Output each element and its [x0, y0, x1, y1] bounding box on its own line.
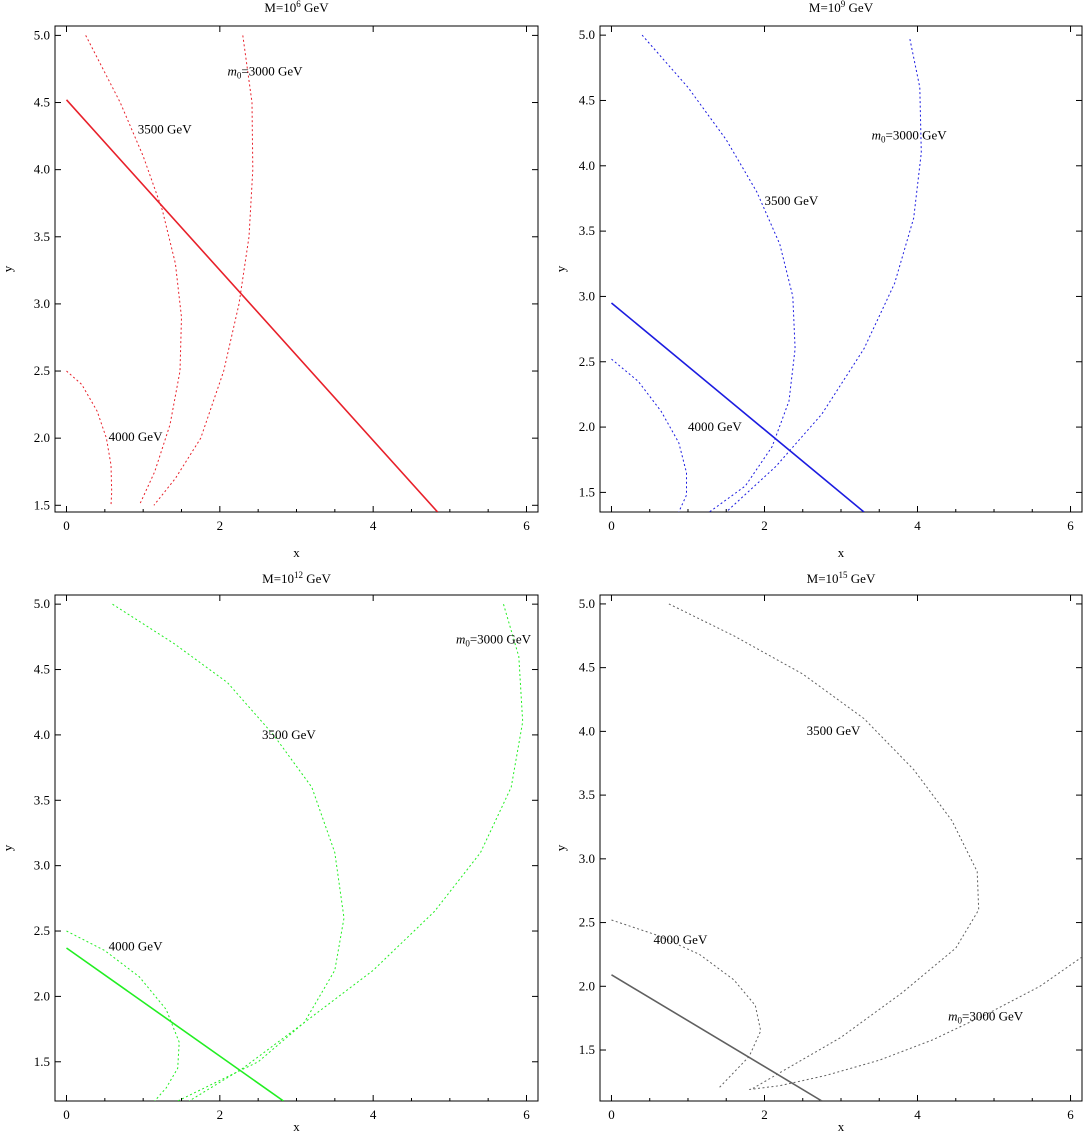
chart-1-xtick-label: 6 [523, 518, 530, 533]
chart-3-contour-2 [112, 603, 345, 1101]
chart-2: M=109 GeV 0 2 4 6 1.5 2.0 2.5 3.0 3.5 4.0 4.5 5.0 x y 4… [553, 0, 1083, 560]
chart-2-plot-frame [599, 25, 1083, 513]
chart-2-ytick-label: 4.0 [579, 158, 595, 173]
chart-4-ytick-label: 1.5 [579, 1042, 595, 1057]
chart-2-ytick-label: 3.5 [579, 223, 595, 238]
chart-4-ytick-label: 4.5 [579, 660, 595, 675]
chart-2-contour-3 [725, 38, 922, 512]
chart-1-contour-3 [153, 35, 254, 506]
chart-3-ytick-label: 4.5 [34, 662, 50, 677]
chart-3-xtick-label: 4 [370, 1107, 377, 1122]
chart-4-xtick-label: 6 [1067, 1107, 1074, 1122]
chart-3-xtick-label: 2 [217, 1107, 224, 1122]
chart-3-contour-label-1: 4000 GeV [109, 939, 163, 954]
chart-4-ytick-label: 3.5 [579, 787, 595, 802]
chart-4-contour-label-1: 4000 GeV [654, 932, 708, 947]
chart-4-contour-label-3: m0=3000 GeV [948, 1009, 1024, 1026]
chart-3-ytick-label: 4.0 [34, 727, 50, 742]
chart-3-ytick-label: 2.0 [34, 988, 50, 1003]
chart-1-contour-label-2: 3500 GeV [138, 121, 192, 136]
chart-4-xlabel: x [838, 1119, 845, 1134]
chart-2-contour-label-3: m0=3000 GeV [872, 128, 948, 145]
chart-4-xtick-label: 0 [608, 1107, 615, 1122]
chart-3-ytick-label: 2.5 [34, 923, 50, 938]
chart-2-contour-2 [641, 34, 796, 512]
chart-1-ytick-label: 4.0 [34, 162, 50, 177]
chart-4-ytick-label: 4.0 [579, 723, 595, 738]
chart-3-contour-3 [188, 604, 524, 1101]
chart-3-ytick-label: 3.0 [34, 858, 50, 873]
chart-2-contour-1 [611, 358, 687, 512]
chart-1-ytick-label: 3.5 [34, 229, 50, 244]
chart-4-ytick-label: 2.5 [579, 915, 595, 930]
chart-2-ylabel: y [553, 265, 568, 272]
chart-3-ytick-label: 3.5 [34, 792, 50, 807]
chart-1-ytick-label: 4.5 [34, 95, 50, 110]
chart-1-contour-2 [85, 35, 183, 506]
chart-1-ylabel: y [0, 265, 15, 272]
chart-2-ytick-label: 2.0 [579, 419, 595, 434]
chart-3-contour-1 [66, 930, 180, 1101]
chart-2-xtick-label: 4 [914, 518, 921, 533]
chart-2-ytick-label: 3.0 [579, 288, 595, 303]
chart-2-ytick-label: 5.0 [579, 27, 595, 42]
chart-3-xlabel: x [293, 1119, 300, 1134]
chart-3-contour-label-3: m0=3000 GeV [456, 631, 532, 648]
chart-1-contour-1 [66, 370, 113, 506]
chart-1-main-line [65, 99, 439, 512]
chart-2-title: M=109 GeV [809, 0, 874, 15]
chart-4-contour-3 [749, 956, 1082, 1090]
chart-1-ytick-label: 2.0 [34, 430, 50, 445]
chart-3-xtick-label: 0 [63, 1107, 70, 1122]
chart-2-ytick-label: 2.5 [579, 354, 595, 369]
chart-3-ytick-label: 1.5 [34, 1054, 50, 1069]
chart-1-ytick-label: 2.5 [34, 363, 50, 378]
chart-4: M=1015 GeV 0 2 4 6 1.5 2.0 2.5 3.0 3.5 4.0 4.5 5.0 x y… [553, 570, 1083, 1134]
chart-4-xtick-label: 4 [914, 1107, 921, 1122]
chart-3-main-line [66, 947, 284, 1101]
chart-1-contour-label-3: m0=3000 GeV [228, 64, 304, 81]
chart-3-title: M=1012 GeV [262, 570, 331, 586]
chart-1-xtick-label: 0 [63, 518, 70, 533]
chart-3-ytick-label: 5.0 [34, 596, 50, 611]
chart-3: M=1012 GeV 0 2 4 6 1.5 2.0 2.5 3.0 3.5 4.0 4.5 5.0 x y… [0, 570, 539, 1134]
chart-2-xtick-label: 2 [761, 518, 768, 533]
chart-1-title: M=106 GeV [264, 0, 329, 15]
chart-1: M=106 GeV 0 2 4 6 1.5 2.0 2.5 3.0 3.5 4.0 4.5 5.0 x y 4… [0, 0, 539, 560]
chart-4-ytick-label: 3.0 [579, 851, 595, 866]
chart-4-ytick-label: 2.0 [579, 978, 595, 993]
chart-1-xtick-label: 2 [217, 518, 224, 533]
chart-2-ytick-label: 1.5 [579, 484, 595, 499]
chart-2-contour-label-1: 4000 GeV [688, 419, 742, 434]
chart-3-plot-frame [54, 594, 539, 1102]
chart-4-ylabel: y [553, 844, 568, 851]
chart-4-title: M=1015 GeV [807, 570, 876, 586]
chart-1-xtick-label: 4 [370, 518, 377, 533]
chart-1-ytick-label: 3.0 [34, 296, 50, 311]
chart-3-contour-label-2: 3500 GeV [262, 727, 316, 742]
chart-1-contour-label-1: 4000 GeV [109, 429, 163, 444]
chart-4-main-line [611, 974, 823, 1101]
chart-2-xtick-label: 6 [1067, 518, 1074, 533]
chart-2-ytick-label: 4.5 [579, 92, 595, 107]
chart-1-ytick-label: 1.5 [34, 497, 50, 512]
chart-1-ytick-label: 5.0 [34, 27, 50, 42]
chart-4-plot-frame [599, 594, 1083, 1102]
chart-2-xlabel: x [838, 545, 845, 560]
chart-4-contour-2 [668, 603, 980, 1089]
chart-3-xtick-label: 6 [523, 1107, 530, 1122]
chart-3-ylabel: y [0, 844, 15, 851]
chart-2-contour-label-2: 3500 GeV [764, 193, 818, 208]
chart-4-contour-1 [611, 919, 762, 1089]
chart-1-xlabel: x [293, 545, 300, 560]
chart-2-xtick-label: 0 [608, 518, 615, 533]
chart-4-contour-label-2: 3500 GeV [807, 723, 861, 738]
chart-2-main-line [610, 302, 865, 512]
chart-4-xtick-label: 2 [761, 1107, 768, 1122]
chart-4-ytick-label: 5.0 [579, 596, 595, 611]
